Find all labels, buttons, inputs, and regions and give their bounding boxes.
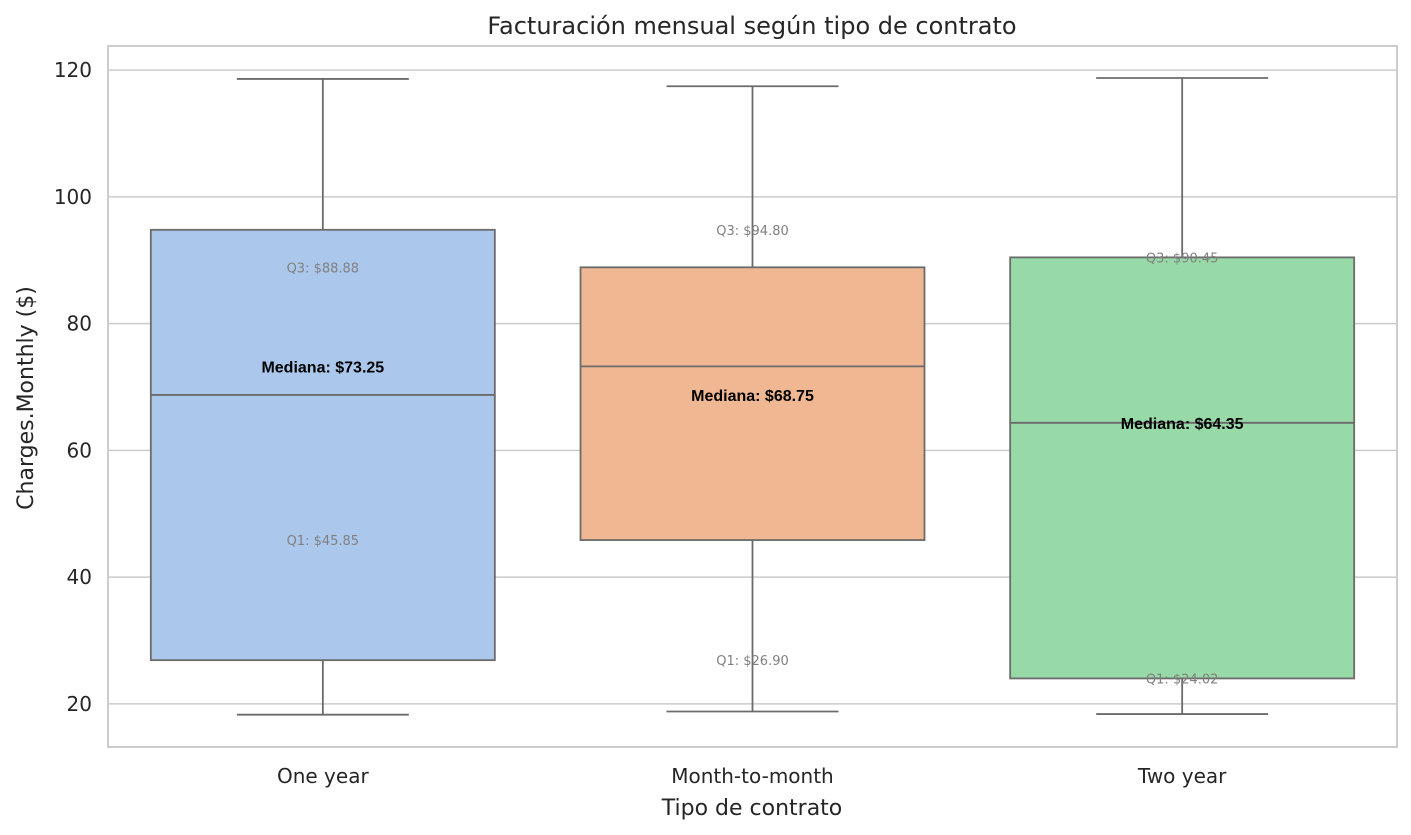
box-annotations: Mediana: $73.25 Q3: $88.88 Q1: $45.85 Media… bbox=[261, 224, 1243, 688]
q1-label: Q1: $45.85 bbox=[287, 534, 360, 549]
iqr-box bbox=[149, 228, 496, 662]
median-label: Mediana: $68.75 bbox=[691, 388, 814, 405]
boxes bbox=[149, 77, 1356, 716]
x-tick-label: Month-to-month bbox=[671, 764, 833, 788]
y-tick-label: 100 bbox=[54, 185, 92, 209]
x-tick-label: Two year bbox=[1137, 764, 1227, 788]
y-tick-label: 20 bbox=[67, 692, 92, 716]
q3-label: Q3: $94.80 bbox=[716, 224, 789, 239]
median-label: Mediana: $64.35 bbox=[1121, 416, 1244, 433]
iqr-box bbox=[579, 266, 926, 541]
q1-label: Q1: $24.02 bbox=[1146, 672, 1219, 687]
y-axis-label: Charges.Monthly ($) bbox=[14, 286, 39, 510]
median-label: Mediana: $73.25 bbox=[261, 359, 384, 376]
y-tick-label: 80 bbox=[67, 312, 92, 336]
iqr-box bbox=[1009, 256, 1356, 680]
q1-label: Q1: $26.90 bbox=[716, 654, 789, 669]
q3-label: Q3: $88.88 bbox=[287, 261, 360, 276]
tick-labels: 20 40 60 80 100 120 One year Month-to-month Two … bbox=[54, 58, 1227, 788]
box-group bbox=[149, 78, 496, 716]
plot-frame bbox=[107, 45, 1398, 748]
box-group bbox=[579, 85, 926, 713]
x-tick-label: One year bbox=[277, 764, 369, 788]
y-tick-label: 40 bbox=[67, 565, 92, 589]
y-tick-label: 120 bbox=[54, 58, 92, 82]
q3-label: Q3: $90.45 bbox=[1146, 251, 1219, 266]
y-tick-label: 60 bbox=[67, 438, 92, 462]
chart-title: Facturación mensual según tipo de contra… bbox=[487, 12, 1016, 40]
box-group bbox=[1009, 77, 1356, 715]
x-axis-label: Tipo de contrato bbox=[661, 796, 843, 821]
